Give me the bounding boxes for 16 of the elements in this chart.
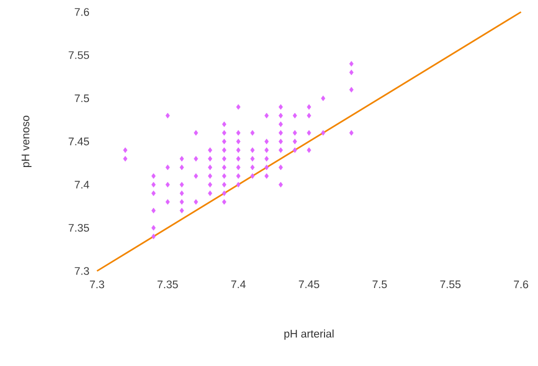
y-tick-label: 7.5	[74, 94, 90, 102]
x-tick-label: 7.4	[231, 280, 246, 288]
x-tick-label: 7.55	[440, 280, 461, 288]
y-tick-label: 7.6	[74, 8, 89, 16]
x-tick-label: 7.35	[158, 280, 178, 288]
y-tick-label: 7.4	[74, 180, 90, 188]
x-tick-label: 7.3	[90, 280, 104, 288]
x-tick-label: 7.45	[298, 280, 320, 288]
y-tick-label: 7.45	[68, 138, 90, 146]
y-axis-title: pH venoso	[22, 116, 32, 167]
y-tick-label: 7.3	[74, 267, 89, 275]
y-tick-label: 7.55	[68, 51, 90, 59]
x-tick-label: 7.6	[514, 280, 528, 288]
x-axis-title: pH arterial	[284, 330, 334, 340]
x-tick-label: 7.5	[372, 280, 387, 288]
y-tick-label: 7.35	[68, 224, 90, 232]
